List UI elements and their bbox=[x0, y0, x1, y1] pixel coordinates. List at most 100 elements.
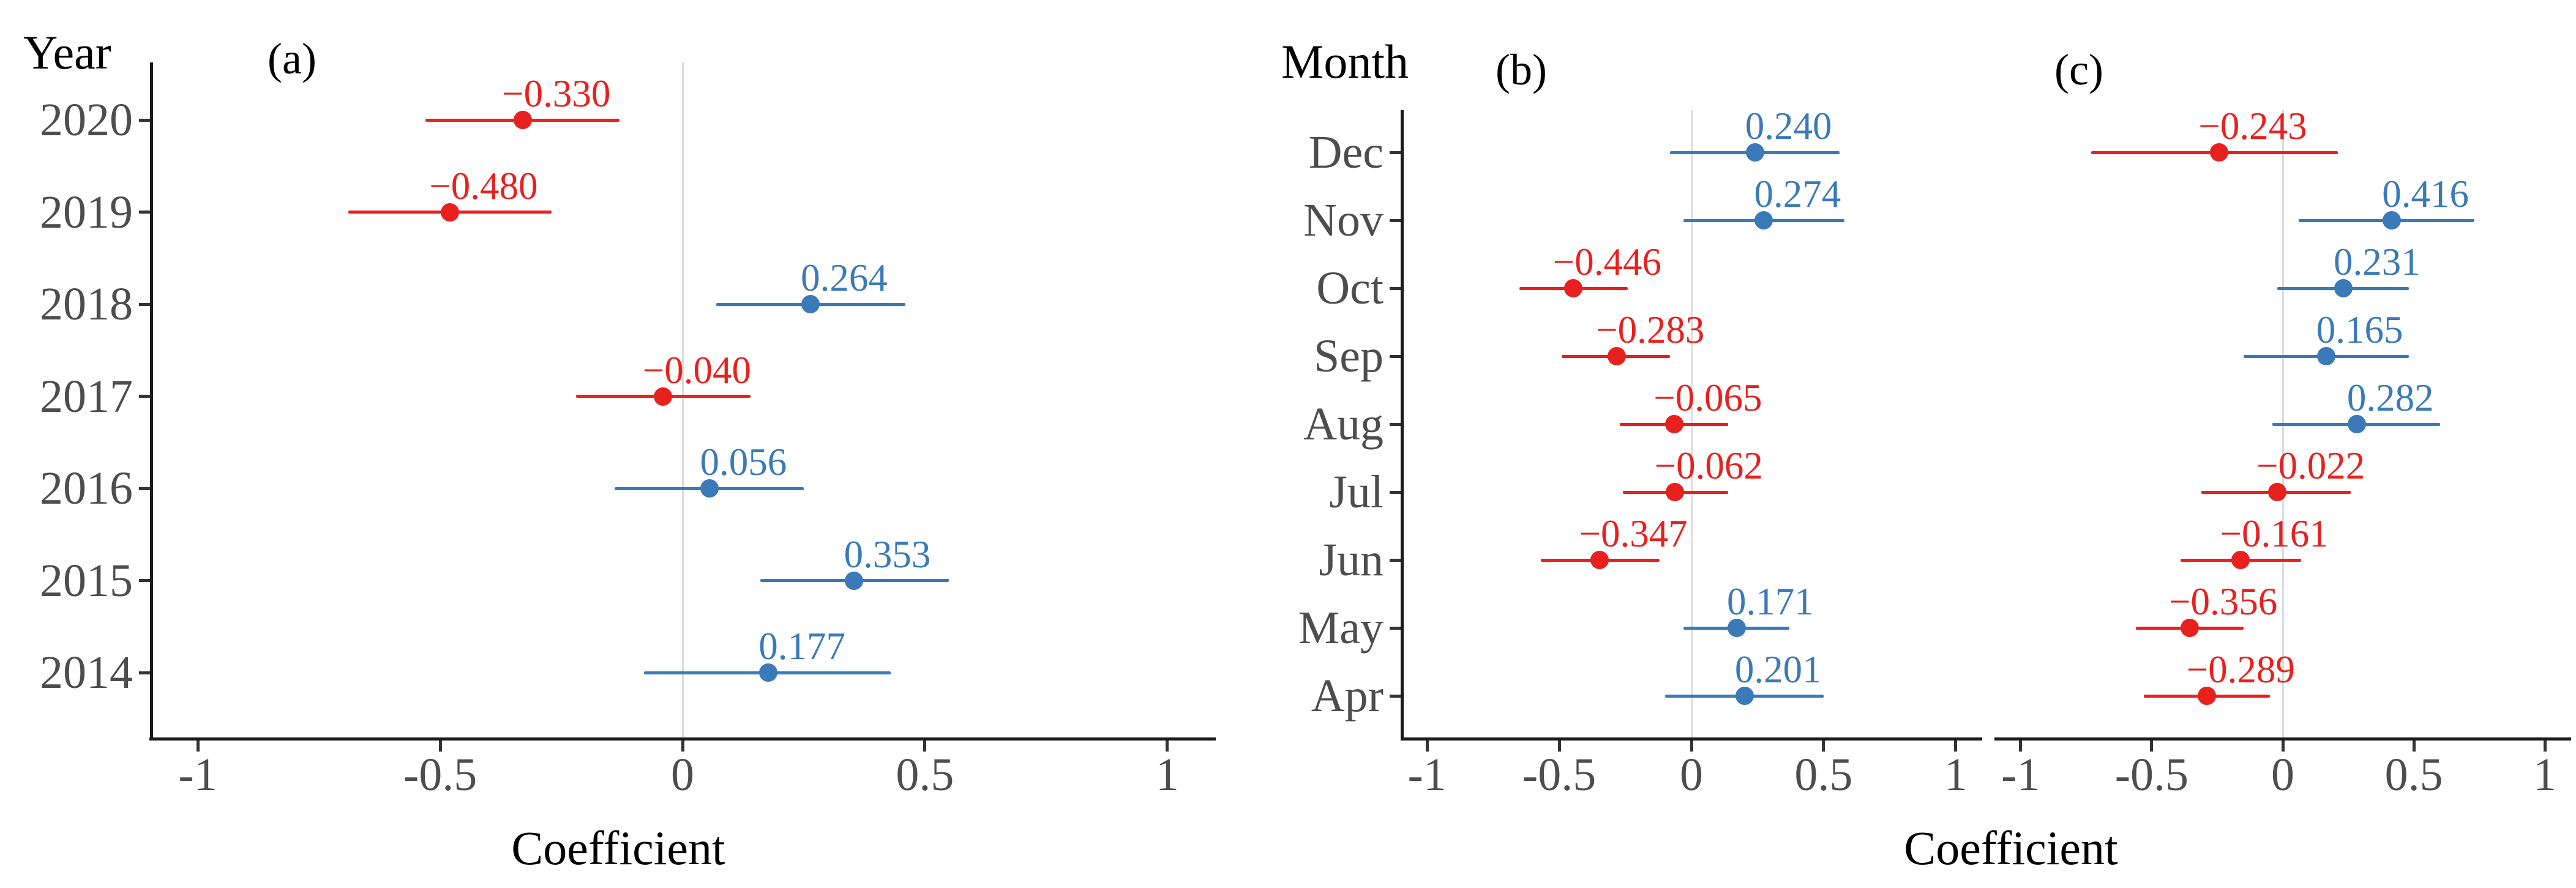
value-label: 0.177 bbox=[758, 625, 846, 668]
value-label: 0.056 bbox=[700, 441, 787, 483]
coefficient-point bbox=[654, 387, 673, 406]
y-tick-mark bbox=[1390, 558, 1401, 562]
x-tick-mark bbox=[681, 741, 684, 752]
coefficient-point bbox=[1666, 483, 1685, 501]
coefficient-point bbox=[801, 295, 820, 313]
y-axis-spine bbox=[1401, 110, 1404, 737]
value-label: 0.171 bbox=[1726, 580, 1814, 623]
coefficient-point bbox=[1727, 619, 1746, 637]
y-tick-mark bbox=[139, 579, 150, 582]
y-tick-mark bbox=[139, 211, 150, 214]
x-tick-mark bbox=[923, 741, 927, 752]
month-axis-title: Month bbox=[1281, 35, 1409, 88]
y-axis-spine bbox=[150, 62, 153, 737]
coefficient-point bbox=[2180, 619, 2199, 637]
coefficient-point bbox=[1607, 347, 1626, 365]
value-label: 0.165 bbox=[2316, 308, 2403, 351]
coefficient-point bbox=[2267, 483, 2286, 501]
x-tick-label: 1 bbox=[1944, 749, 1968, 800]
value-label: −0.283 bbox=[1596, 308, 1705, 351]
x-tick-label: 0.5 bbox=[2384, 749, 2443, 800]
xaxis-title-left: Coefficient bbox=[511, 821, 725, 875]
coefficient-point bbox=[513, 111, 532, 129]
value-label: 0.274 bbox=[1754, 173, 1841, 215]
category-label: Jun bbox=[1319, 534, 1383, 586]
value-label: −0.062 bbox=[1654, 444, 1763, 487]
coefficient-point bbox=[1664, 415, 1683, 433]
zero-gridline bbox=[681, 62, 684, 737]
value-label: −0.330 bbox=[502, 72, 611, 115]
value-label: −0.446 bbox=[1552, 241, 1662, 283]
category-label: 2014 bbox=[40, 647, 133, 698]
x-tick-mark bbox=[1690, 741, 1693, 752]
y-tick-mark bbox=[1390, 354, 1401, 358]
coefficient-point bbox=[2316, 347, 2335, 365]
x-tick-mark bbox=[2019, 741, 2023, 752]
year-axis-title: Year bbox=[23, 26, 111, 79]
category-label: 2015 bbox=[40, 554, 133, 606]
x-tick-mark bbox=[1557, 741, 1561, 752]
category-label: Aug bbox=[1303, 398, 1383, 450]
category-label: 2019 bbox=[40, 186, 133, 238]
x-tick-label: 0.5 bbox=[896, 749, 954, 800]
x-tick-label: 1 bbox=[2533, 749, 2557, 800]
coefficient-point bbox=[2383, 211, 2402, 229]
x-tick-label: 0 bbox=[1680, 749, 1703, 800]
category-label: 2020 bbox=[40, 94, 133, 146]
x-axis-line bbox=[1401, 737, 1982, 741]
x-tick-label: -0.5 bbox=[1522, 749, 1597, 800]
y-tick-mark bbox=[139, 118, 150, 122]
x-tick-mark bbox=[2543, 741, 2547, 752]
y-tick-mark bbox=[139, 671, 150, 674]
x-tick-label: 0 bbox=[671, 749, 694, 800]
value-label: 0.416 bbox=[2382, 173, 2469, 215]
value-label: −0.022 bbox=[2256, 444, 2365, 487]
category-label: 2016 bbox=[40, 463, 133, 514]
value-label: −0.065 bbox=[1653, 376, 1762, 419]
y-tick-mark bbox=[139, 487, 150, 490]
x-tick-mark bbox=[196, 741, 200, 752]
y-tick-mark bbox=[1390, 694, 1401, 698]
coefficient-point bbox=[759, 663, 778, 682]
value-label: 0.353 bbox=[844, 532, 931, 576]
value-label: 0.240 bbox=[1745, 105, 1832, 147]
coefficient-point bbox=[2347, 415, 2366, 433]
coefficient-point bbox=[440, 203, 459, 222]
coefficient-point bbox=[2334, 279, 2353, 297]
y-tick-mark bbox=[1390, 490, 1401, 494]
value-label: −0.289 bbox=[2186, 648, 2295, 691]
y-tick-mark bbox=[1390, 422, 1401, 426]
panel-label-a: (a) bbox=[268, 34, 316, 83]
coefficient-point bbox=[1735, 687, 1754, 705]
value-label: 0.282 bbox=[2346, 376, 2434, 419]
x-tick-label: 0.5 bbox=[1794, 749, 1853, 800]
xaxis-title-right: Coefficient bbox=[1904, 821, 2118, 875]
category-label: Apr bbox=[1311, 670, 1383, 722]
x-tick-mark bbox=[1954, 741, 1958, 752]
panel-label-b: (b) bbox=[1496, 45, 1547, 94]
category-label: May bbox=[1298, 602, 1383, 654]
x-tick-label: -0.5 bbox=[2114, 749, 2189, 800]
value-label: −0.243 bbox=[2198, 105, 2307, 147]
coefficient-point bbox=[1754, 211, 1773, 229]
coefficient-point bbox=[844, 571, 863, 590]
category-label: Dec bbox=[1308, 127, 1383, 178]
y-tick-mark bbox=[1390, 286, 1401, 290]
coefficient-point bbox=[2231, 551, 2250, 569]
x-tick-label: 0 bbox=[2271, 749, 2294, 800]
category-label: 2017 bbox=[40, 370, 133, 422]
category-label: 2018 bbox=[40, 278, 133, 330]
coefficient-point bbox=[1564, 279, 1583, 297]
y-tick-mark bbox=[1390, 218, 1401, 222]
y-tick-mark bbox=[139, 302, 150, 306]
y-tick-mark bbox=[1390, 151, 1401, 154]
value-label: 0.231 bbox=[2334, 241, 2421, 283]
x-tick-label: -1 bbox=[178, 749, 217, 800]
x-axis-line bbox=[1994, 737, 2571, 741]
coefficient-point bbox=[1745, 143, 1764, 162]
category-label: Nov bbox=[1303, 195, 1383, 246]
x-tick-mark bbox=[438, 741, 442, 752]
panel-label-c: (c) bbox=[2054, 45, 2103, 94]
value-label: 0.201 bbox=[1734, 648, 1822, 691]
